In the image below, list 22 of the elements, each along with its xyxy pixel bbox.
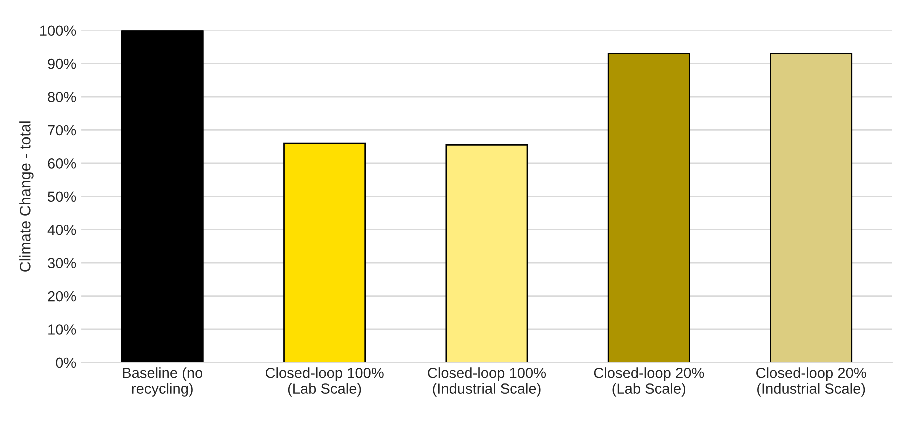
y-tick-label: 20% (48, 291, 76, 302)
y-tick-label: 30% (48, 258, 76, 268)
bar (608, 53, 690, 363)
bar (284, 142, 366, 363)
x-tick-label: Closed-loop 20% (Lab Scale) (594, 368, 704, 397)
x-tick-label: Baseline (no recycling) (123, 368, 203, 397)
y-tick-label: 50% (48, 192, 76, 202)
y-tick-label: 90% (48, 58, 76, 70)
x-tick-label: Closed-loop 100% (Industrial Scale) (428, 368, 546, 397)
x-tick-label: Closed-loop 20% (Industrial Scale) (756, 368, 866, 397)
y-tick-label: 0% (56, 358, 76, 368)
y-tick-label: 80% (48, 92, 76, 102)
y-axis-title: Climate Change - total (20, 122, 34, 272)
bar (121, 30, 204, 363)
x-tick-label: Closed-loop 100% (Lab Scale) (266, 368, 384, 397)
y-tick-label: 40% (48, 224, 76, 236)
bar (770, 53, 853, 363)
y-tick-label: 10% (48, 324, 76, 335)
y-tick-label: 70% (48, 125, 76, 136)
y-tick-label: 100% (40, 26, 76, 36)
y-tick-label: 60% (48, 158, 76, 169)
bar (446, 144, 528, 363)
